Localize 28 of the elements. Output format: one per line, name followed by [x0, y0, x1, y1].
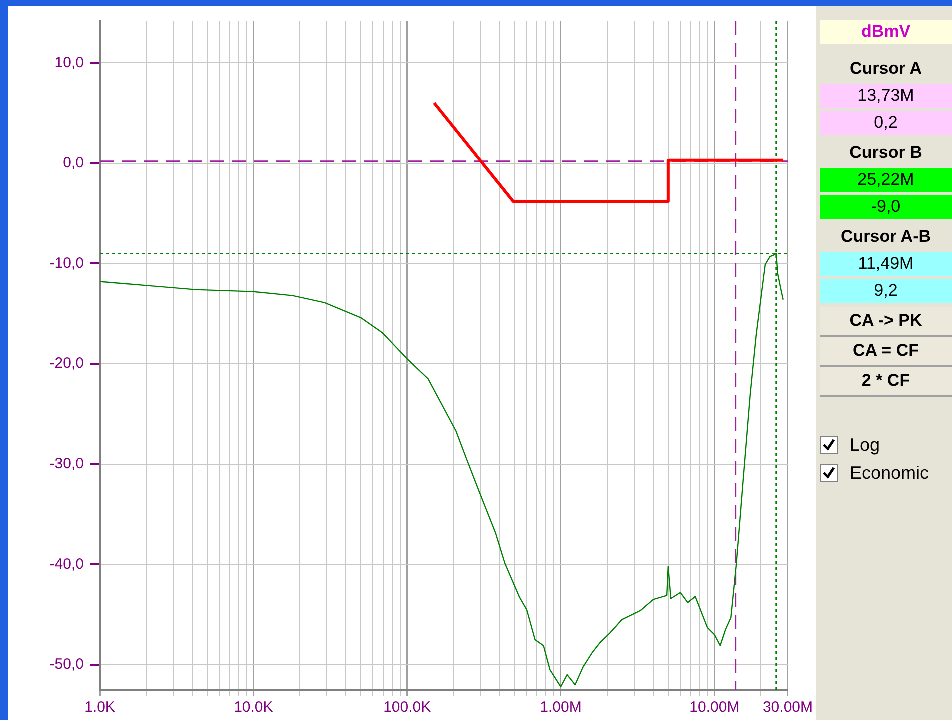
text: 9,2	[820, 279, 952, 303]
x-tick-label: 1.0K	[84, 699, 116, 716]
text: 25,22M	[820, 168, 952, 192]
text: 11,49M	[820, 252, 952, 276]
y-tick-label: 10,0	[54, 54, 84, 72]
text: CA -> PK	[820, 307, 952, 337]
text: 0,2	[820, 111, 952, 135]
x-tick-label: 100.0K	[384, 699, 432, 716]
text: Economic	[850, 462, 930, 484]
text: 2 * CF	[820, 367, 952, 397]
text: Cursor A-B	[840, 226, 932, 248]
y-tick-label: 0,0	[63, 154, 84, 172]
y-axis-title: dBmV	[820, 20, 952, 44]
y-tick-label: -40,0	[50, 556, 84, 573]
x-tick-label: 30.00M	[762, 699, 814, 716]
text: Log	[850, 434, 880, 456]
text: 13,73M	[820, 84, 952, 108]
y-tick-label: -20,0	[50, 355, 84, 372]
text: Cursor A	[848, 58, 924, 80]
text: CA = CF	[820, 337, 952, 367]
y-tick-label: -30,0	[50, 455, 84, 472]
x-tick-label: 10.00M	[690, 699, 740, 716]
x-tick-label: 1.00M	[540, 699, 582, 716]
text: Cursor B	[848, 142, 924, 164]
x-tick-label: 10.0K	[234, 699, 274, 716]
y-tick-label: -50,0	[50, 656, 84, 674]
text: -9,0	[820, 195, 952, 219]
y-tick-label: -10,0	[50, 254, 84, 272]
